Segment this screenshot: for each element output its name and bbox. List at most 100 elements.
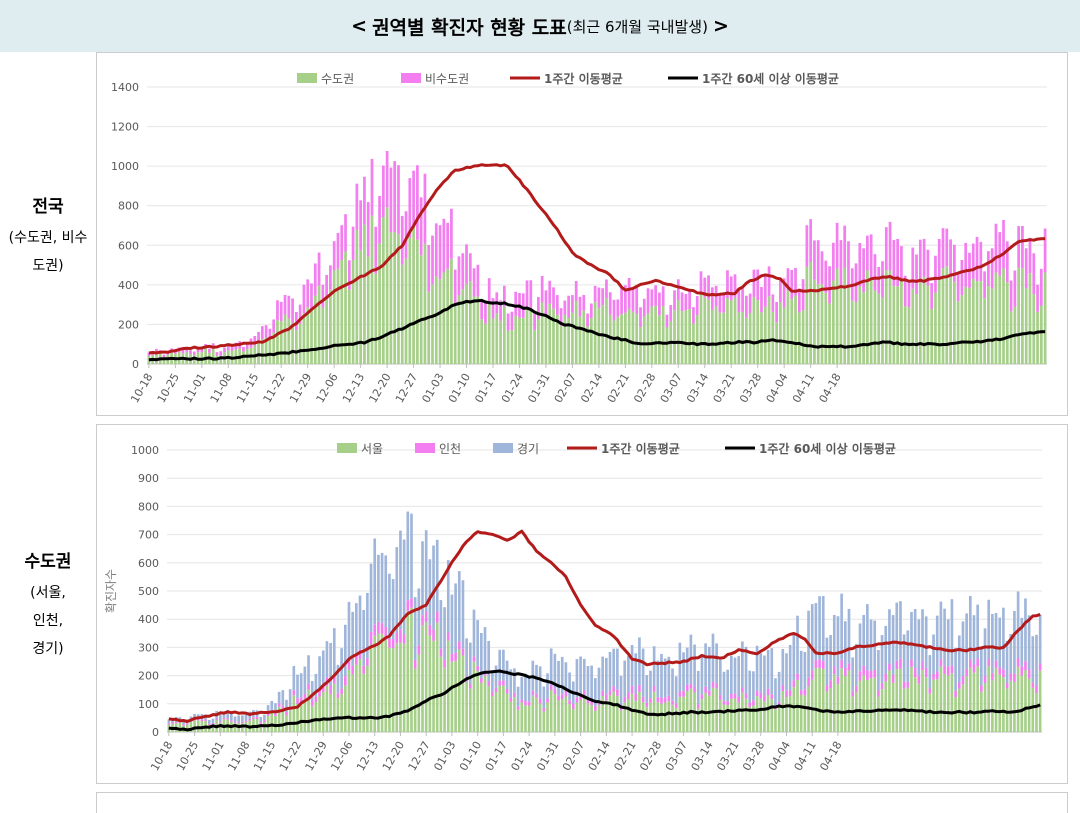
- bar-green: [1028, 273, 1032, 364]
- bar-pink: [200, 347, 204, 353]
- bar-green: [892, 285, 896, 364]
- bar-green: [730, 698, 733, 732]
- bar-pink: [855, 685, 858, 693]
- bar-pink: [263, 720, 266, 723]
- bar-pink: [313, 263, 317, 296]
- bar-pink: [711, 681, 715, 688]
- bar-blue: [413, 597, 417, 660]
- bar-pink: [987, 251, 990, 287]
- bar-green: [896, 286, 899, 364]
- bar-blue: [366, 592, 369, 659]
- y-tick-label: 0: [152, 726, 159, 739]
- bar-blue: [329, 642, 332, 686]
- bar-green: [794, 295, 797, 364]
- bar-pink: [805, 225, 809, 267]
- bar-pink: [884, 227, 888, 271]
- bar-green: [355, 664, 358, 732]
- bar-blue: [277, 691, 281, 704]
- bar-green: [881, 297, 884, 364]
- bar-pink: [321, 284, 325, 308]
- bar-pink: [748, 293, 752, 313]
- bar-pink: [406, 600, 410, 612]
- bar-blue: [241, 715, 244, 722]
- bar-green: [903, 306, 907, 364]
- legend-swatch: [415, 443, 435, 453]
- bar-pink: [807, 677, 810, 687]
- bar-blue: [230, 713, 233, 721]
- y-tick-label: 100: [138, 698, 159, 711]
- bar-blue: [384, 555, 388, 628]
- bar-green: [685, 691, 689, 732]
- bar-pink: [752, 700, 755, 706]
- chart-panel-next: [96, 792, 1068, 813]
- bar-blue: [182, 721, 185, 725]
- bar-green: [476, 670, 479, 732]
- bar-green: [824, 292, 828, 364]
- bar-blue: [895, 602, 899, 661]
- bar-pink: [369, 631, 373, 645]
- bar-green: [589, 318, 593, 364]
- bar-pink: [682, 690, 685, 697]
- bar-green: [457, 649, 461, 732]
- bar-green: [941, 268, 945, 364]
- bar-pink: [252, 717, 255, 720]
- bar-blue: [362, 609, 366, 666]
- bar-blue: [538, 666, 542, 699]
- bar-green: [548, 303, 552, 364]
- x-tick-label: 04-18: [816, 371, 843, 405]
- bar-green: [586, 326, 589, 364]
- bar-green: [862, 675, 866, 732]
- bar-pink: [487, 278, 491, 304]
- bar-green: [559, 325, 563, 364]
- bar-pink: [803, 689, 807, 696]
- bar-pink: [1036, 284, 1039, 312]
- row-label-main: 수도권: [24, 552, 72, 572]
- bar-green: [564, 696, 568, 732]
- bar-pink: [521, 293, 525, 318]
- x-tick-label: 10-25: [155, 371, 182, 405]
- bar-pink: [499, 300, 502, 321]
- bar-green: [810, 679, 814, 732]
- bar-blue: [913, 609, 917, 669]
- bar-green: [421, 625, 424, 732]
- bar-blue: [788, 644, 792, 690]
- bar-green: [814, 668, 818, 732]
- bar-pink: [509, 697, 513, 702]
- bar-blue: [575, 659, 579, 698]
- bar-green: [424, 622, 428, 732]
- bar-pink: [866, 235, 869, 271]
- bar-pink: [336, 693, 340, 698]
- bar-green: [1027, 678, 1031, 732]
- bar-blue: [553, 653, 557, 689]
- bar-pink: [744, 693, 748, 699]
- bar-pink: [586, 313, 589, 327]
- bar-pink: [665, 314, 669, 328]
- bar-green: [336, 697, 340, 732]
- bar-pink: [1002, 669, 1005, 678]
- bar-pink: [593, 705, 597, 711]
- bar-blue: [1002, 607, 1005, 670]
- bar-blue: [244, 714, 248, 721]
- bar-green: [582, 310, 586, 364]
- bar-pink: [794, 267, 797, 296]
- bar-blue: [288, 689, 292, 707]
- bar-pink: [979, 241, 983, 282]
- bar-pink: [745, 295, 748, 318]
- legend-label: 1주간 이동평균: [544, 71, 623, 86]
- bar-pink: [400, 215, 404, 265]
- x-tick-label: 12-27: [406, 739, 433, 773]
- x-tick-label: 02-21: [605, 371, 632, 405]
- bar-green: [722, 704, 726, 732]
- x-tick-label: 12-06: [314, 371, 341, 405]
- bar-green: [272, 332, 276, 364]
- bar-pink: [279, 301, 283, 322]
- bar-pink: [435, 611, 439, 623]
- bar-pink: [450, 208, 453, 259]
- bar-green: [579, 699, 582, 732]
- bar-green: [257, 341, 260, 364]
- bar-pink: [851, 691, 854, 697]
- bar-pink: [531, 690, 535, 696]
- bar-green: [658, 315, 661, 364]
- bar-pink: [582, 690, 586, 697]
- bar-blue: [608, 651, 612, 691]
